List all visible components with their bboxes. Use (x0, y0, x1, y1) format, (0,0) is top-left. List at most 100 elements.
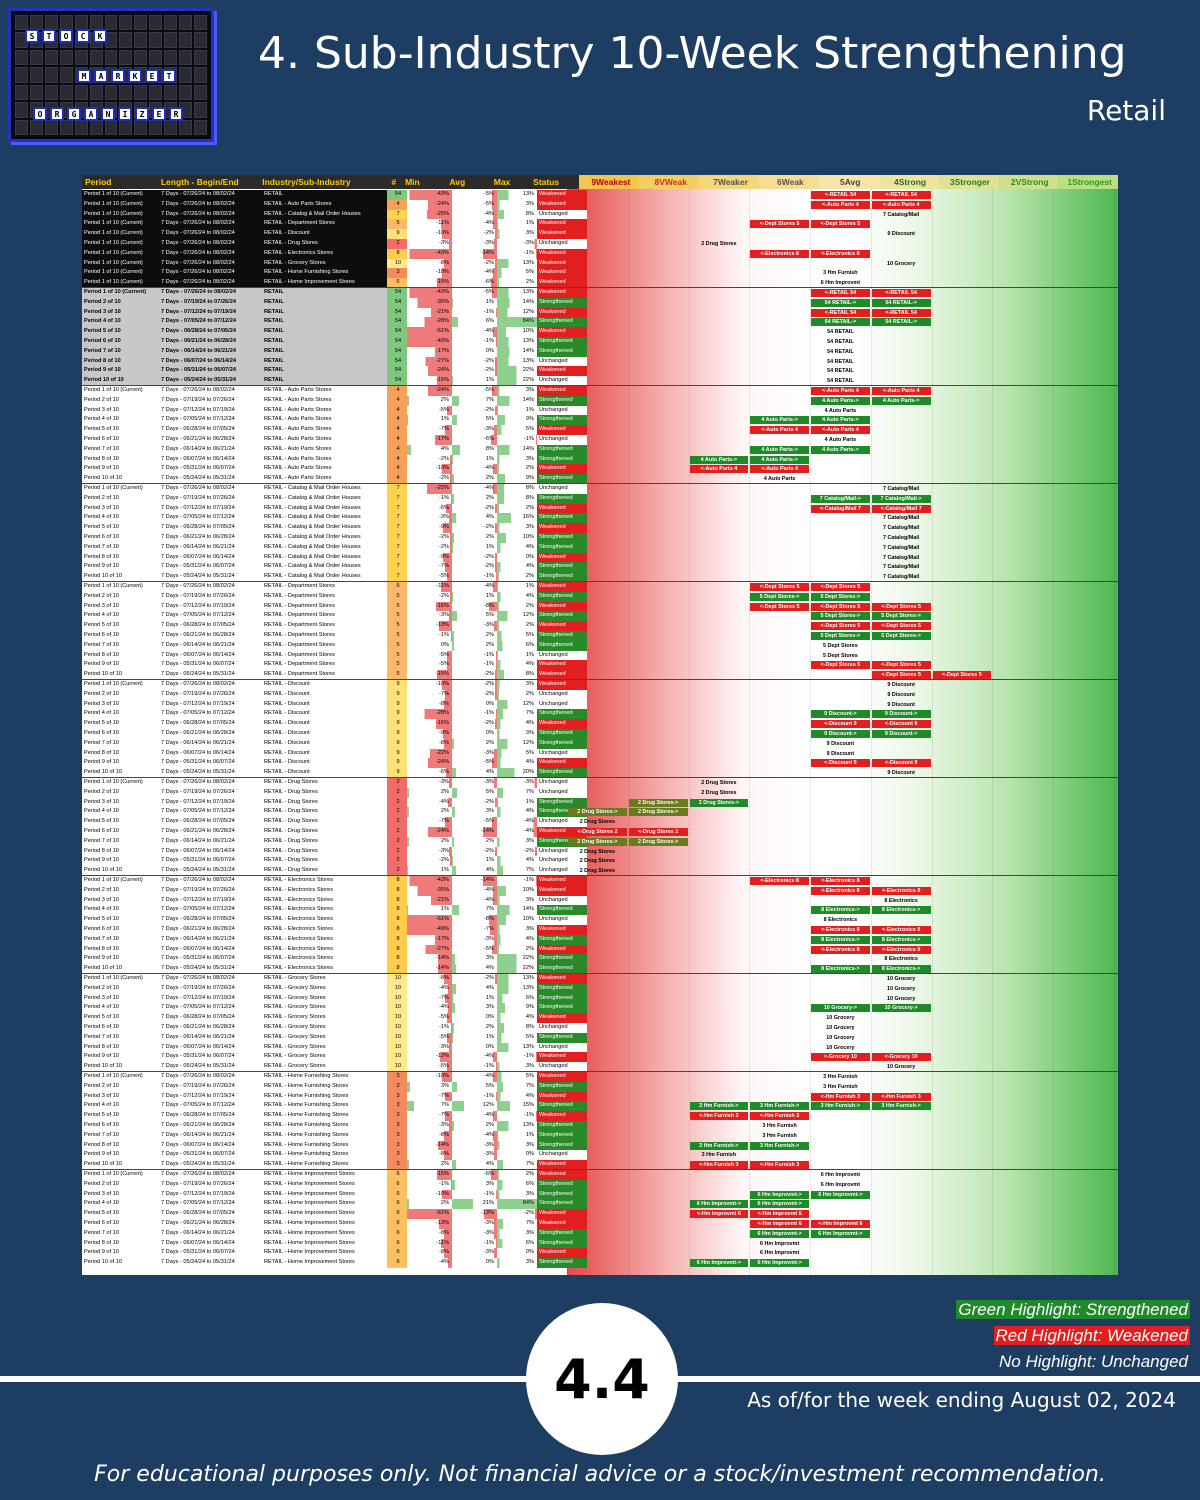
cell-n: 6 (387, 278, 407, 288)
cell-mx: -1% (497, 1052, 537, 1063)
cell-av: 2% (452, 631, 497, 641)
bucket-cell: 10 Grocery (887, 995, 916, 1002)
cell-s: Weakened (537, 1072, 587, 1082)
table-row: Period 10 of 10 7 Days - 05/24/24 to 05/3… (82, 572, 587, 582)
cell-i: RETAIL - Auto Parts Stores (264, 445, 332, 452)
column-header[interactable]: # (391, 177, 397, 187)
cell-i: RETAIL - Auto Parts Stores (264, 475, 332, 482)
cell-mn: -10% (407, 1189, 452, 1200)
bucket-cell: 7 Catalog/Mail (883, 486, 920, 492)
cell-s: Strengthened (537, 572, 587, 582)
cell-n: 7 (387, 562, 407, 573)
cell-i: RETAIL (262, 366, 387, 377)
cell-n: 3 (387, 1121, 407, 1131)
cell-p: Period 8 of 10 (84, 1043, 119, 1050)
cell-mx: 4% (497, 758, 537, 769)
column-header[interactable]: 7Weaker (699, 175, 759, 189)
cell-mx: -4% (497, 827, 537, 837)
logo-letter: A (94, 69, 108, 83)
cell-l: 7 Days - 07/05/24 to 07/12/24 (161, 1200, 235, 1207)
column-header[interactable]: 3Stronger (938, 175, 999, 189)
cell-mn: 3% (407, 1081, 452, 1092)
cell-av: 4% (452, 964, 497, 974)
cell-s: Weakened (537, 248, 587, 259)
column-header[interactable]: Length - Begin/End (160, 177, 239, 187)
column-header[interactable]: Avg (449, 177, 466, 187)
column-header[interactable]: Max (493, 177, 511, 187)
cell-l: 7 Days - 07/12/24 to 07/19/24 (161, 700, 235, 707)
cell-p: Period 9 of 10 (84, 465, 119, 472)
cell-s: Strengthened (537, 317, 587, 328)
cell-s: Strengthened (537, 807, 587, 818)
bucket-cell: 4 Auto Parts-> (871, 396, 931, 405)
column-header[interactable]: Min (405, 177, 420, 187)
column-header[interactable]: 5Avg (818, 175, 879, 189)
cell-n: 7 (387, 533, 407, 543)
cell-n: 5 (387, 621, 407, 631)
cell-s: Strengthened (537, 513, 587, 524)
cell-i: RETAIL - Grocery Stores (264, 1063, 326, 1070)
cell-av: 1% (452, 454, 497, 465)
column-header[interactable]: 6Weak (758, 175, 819, 189)
cell-p: Period 1 of 10 (Current) (82, 278, 159, 288)
cell-i: RETAIL (262, 356, 387, 367)
cell-l: 7 Days - 06/21/24 to 06/28/24 (161, 436, 235, 442)
cell-l: 7 Days - 06/28/24 to 07/05/24 (161, 720, 235, 727)
cell-i: RETAIL - Catalog & Mail Order Houses (264, 553, 361, 560)
cell-mn: -1% (407, 493, 452, 504)
cell-p: Period 10 of 10 (84, 965, 122, 972)
cell-mn: 2% (407, 807, 452, 818)
cell-mx: 1% (497, 582, 537, 592)
column-header[interactable]: 9Weakest (579, 175, 640, 189)
column-header[interactable]: 8VWeak (639, 175, 700, 189)
cell-av: -1% (452, 337, 497, 347)
cell-l: 7 Days - 07/19/24 to 07/26/24 (161, 494, 235, 501)
column-header[interactable]: 1Strongest (1058, 175, 1118, 189)
cell-n: 5 (387, 660, 407, 671)
cell-av: -5% (452, 199, 497, 210)
cell-p: Period 1 of 10 (Current) (84, 485, 143, 491)
bucket-cell: 3 Hm Furnish (823, 1074, 858, 1080)
cell-n: 7 (387, 484, 407, 494)
cell-s: Strengthened (537, 631, 587, 641)
cell-s: Weakened (537, 288, 587, 298)
cell-p: Period 4 of 10 (84, 808, 119, 815)
bucket-cell: <-Auto Parts 4 (871, 387, 931, 395)
cell-p: Period 2 of 10 (84, 592, 119, 599)
cell-i: RETAIL (262, 346, 387, 357)
cell-av: -1% (452, 572, 497, 582)
column-header[interactable]: Status (533, 177, 560, 187)
cell-l: 7 Days - 06/07/24 to 06/14/24 (159, 356, 262, 367)
cell-av: -5% (452, 288, 497, 298)
cell-p: Period 10 of 10 (82, 376, 159, 386)
column-header[interactable]: Period (85, 177, 112, 187)
cell-mx: 3% (497, 454, 537, 465)
cell-p: Period 10 of 10 (84, 1063, 122, 1070)
bucket-cell: 5 Dept Stores-> (811, 632, 870, 640)
cell-av: 2% (452, 836, 497, 847)
cell-mx: -4% (497, 817, 537, 827)
cell-i: RETAIL - Home Improvement Stores (264, 1229, 355, 1236)
cell-av: 1% (452, 591, 497, 602)
cell-mn: -14% (407, 964, 452, 974)
cell-av: 4% (452, 768, 497, 778)
cell-p: Period 6 of 10 (84, 632, 119, 638)
column-header[interactable]: 2VStrong (998, 175, 1059, 189)
cell-mn: -24% (407, 366, 452, 377)
cell-n: 3 (387, 1081, 407, 1092)
cell-p: Period 10 of 10 (84, 573, 122, 580)
cell-mx: 5% (497, 1032, 537, 1043)
cell-mx: 10% (497, 327, 537, 337)
cell-l: 7 Days - 07/05/24 to 07/12/24 (161, 710, 235, 717)
column-header[interactable]: Industry/Sub-Industry (262, 177, 351, 187)
cell-p: Period 1 of 10 (Current) (82, 190, 159, 200)
table-row: Period 1 of 10 (Current) 7 Days - 07/26/2… (82, 876, 587, 886)
bucket-cell: 2 Drug Stores-> (628, 837, 688, 846)
column-header[interactable]: 4Strong (878, 175, 939, 189)
cell-p: Period 2 of 10 (84, 396, 119, 403)
table-row: Period 7 of 10 7 Days - 06/14/24 to 06/21… (82, 738, 587, 749)
cell-n: 3 (387, 1130, 407, 1141)
cell-i: RETAIL - Discount (264, 739, 310, 746)
cell-av: -2% (452, 846, 497, 857)
